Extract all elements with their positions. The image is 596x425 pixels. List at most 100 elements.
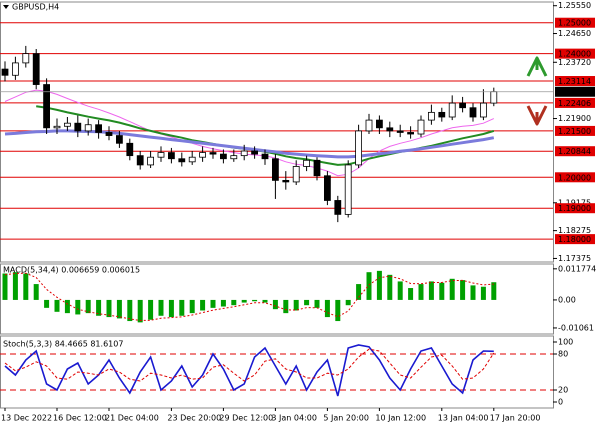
- y-tick-label: 0.011774: [558, 264, 596, 273]
- candle-body: [74, 122, 82, 132]
- moving-average: [4, 129, 495, 159]
- x-tick-label: 16 Dec 12:00: [53, 414, 107, 423]
- macd-bar: [2, 273, 8, 300]
- candle-body: [459, 102, 467, 109]
- x-tick-label: 3 Jan 04:00: [271, 414, 317, 423]
- macd-bar: [127, 299, 133, 322]
- y-tick-label: -0.01061: [558, 323, 594, 332]
- x-tick-label: 13 Jan 04:00: [438, 414, 489, 423]
- macd-bar: [480, 286, 486, 300]
- panel-frame: [0, 1, 554, 263]
- candle-body: [334, 200, 342, 215]
- y-tick-label: 1.19175: [558, 198, 591, 207]
- macd-bar: [241, 299, 247, 303]
- level-label-box: [555, 172, 595, 183]
- level-label-box: [555, 48, 595, 59]
- y-tick-label: 20: [558, 386, 568, 395]
- macd-bar: [106, 299, 112, 318]
- macd-bar: [397, 281, 403, 300]
- panel-title: MACD(5,34,4) 0.006659 0.006015: [3, 266, 140, 275]
- candle-body: [64, 122, 71, 127]
- down-arrow: [526, 105, 548, 126]
- candle-body: [11, 62, 19, 76]
- macd-bar: [408, 288, 414, 300]
- level-label-box: [555, 146, 595, 157]
- y-tick-label: 1.23720: [558, 58, 591, 67]
- chart-title: GBPUSD,H4: [12, 3, 59, 12]
- candle-body: [427, 111, 435, 121]
- macd-bar: [304, 299, 310, 306]
- y-tick-label: 80: [558, 350, 568, 359]
- y-tick-label: 1.24650: [558, 29, 591, 38]
- macd-bar: [283, 299, 289, 314]
- panel-title: Stoch(5,3,3) 84.4665 81.6107: [3, 340, 123, 349]
- macd-bar: [158, 299, 164, 316]
- candle-body: [230, 155, 238, 160]
- macd-bar: [428, 281, 434, 300]
- candle-body: [271, 158, 279, 181]
- macd-bar: [460, 280, 466, 300]
- candle-body: [136, 155, 144, 166]
- macd-bar: [345, 299, 351, 306]
- candle-body: [188, 156, 196, 163]
- macd-bar: [262, 299, 268, 303]
- level-label: 1.23114: [558, 77, 591, 86]
- macd-bar: [470, 285, 476, 300]
- macd-bar: [75, 299, 81, 315]
- candle-body: [417, 119, 425, 135]
- symbol-menu-icon: [3, 5, 9, 9]
- level-label-box: [555, 234, 595, 245]
- candle-body: [355, 130, 363, 166]
- candle-body: [240, 150, 248, 157]
- macd-bar: [137, 299, 143, 323]
- level-label: 1.19000: [558, 204, 591, 213]
- y-tick-label: 0: [558, 398, 563, 407]
- level-label-box: [555, 125, 595, 136]
- macd-bar: [23, 273, 29, 300]
- y-tick-label: 100: [558, 338, 573, 347]
- up-arrow: [526, 56, 548, 77]
- macd-bar: [366, 272, 372, 300]
- stochastic-line: [4, 348, 495, 382]
- candle-body: [219, 153, 227, 160]
- candle-body: [84, 124, 92, 132]
- candle-body: [167, 152, 175, 160]
- candle-body: [292, 166, 300, 183]
- candle-body: [490, 91, 498, 104]
- macd-bar: [12, 272, 18, 300]
- macd-bar: [85, 299, 91, 314]
- candle-body: [157, 152, 165, 158]
- candle-body: [199, 152, 207, 158]
- level-label-box: [555, 97, 595, 108]
- macd-bar: [324, 299, 330, 318]
- candle-body: [22, 53, 30, 64]
- macd-bar: [356, 284, 362, 300]
- level-label-box: [555, 76, 595, 87]
- candle-body: [344, 164, 352, 215]
- x-tick-label: 10 Jan 12:00: [375, 414, 426, 423]
- level-label: 1.21500: [558, 127, 591, 136]
- level-label: 1.20000: [558, 173, 591, 182]
- macd-bar: [220, 299, 226, 307]
- level-label: 1.25000: [558, 19, 591, 28]
- candle-body: [147, 156, 155, 166]
- panel-frame: [0, 263, 554, 335]
- candle-body: [365, 119, 373, 132]
- y-tick-label: 1.21900: [558, 114, 591, 123]
- candle-body: [386, 127, 394, 132]
- candle-body: [95, 124, 102, 133]
- macd-bar: [491, 282, 497, 300]
- macd-bar: [449, 278, 455, 300]
- macd-bar: [54, 299, 60, 312]
- candle-body: [1, 68, 9, 76]
- x-tick-label: 21 Dec 04:00: [105, 414, 159, 423]
- candle-body: [323, 175, 331, 201]
- candle-body: [407, 132, 415, 135]
- candle-body: [251, 150, 259, 155]
- x-tick-label: 23 Dec 20:00: [167, 414, 221, 423]
- last-price-box: [555, 86, 595, 97]
- macd-bar: [64, 299, 70, 314]
- macd-bar: [376, 270, 382, 300]
